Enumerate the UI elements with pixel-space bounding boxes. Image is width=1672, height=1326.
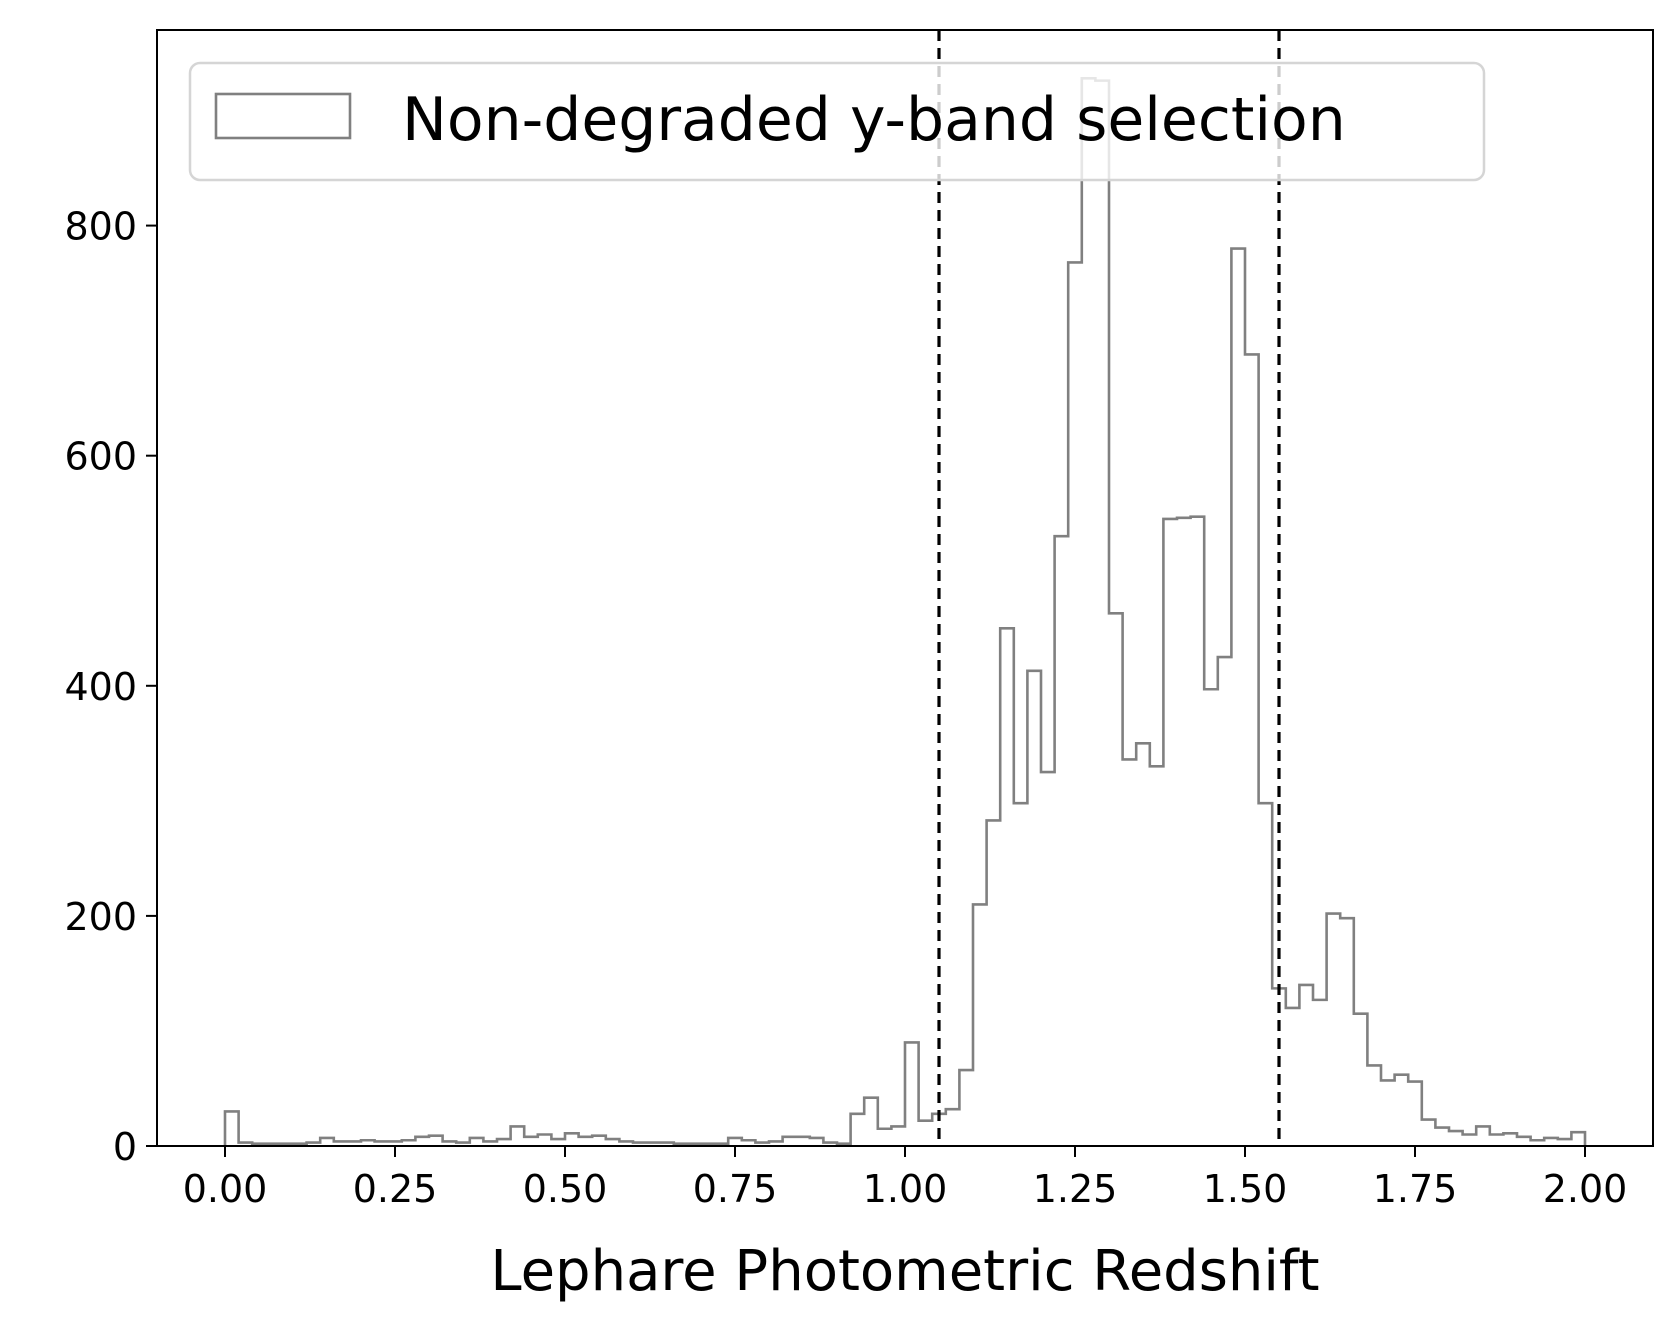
x-tick-label: 0.00: [183, 1167, 268, 1211]
legend-label: Non-degraded y-band selection: [402, 85, 1346, 155]
x-tick-label: 1.00: [863, 1167, 948, 1211]
x-axis-label: Lephare Photometric Redshift: [490, 1239, 1319, 1304]
legend-box: [188, 61, 1486, 182]
x-tick-label: 1.50: [1203, 1167, 1288, 1211]
legend-swatch: [214, 92, 352, 140]
x-tick-label: 0.75: [693, 1167, 778, 1211]
x-tick-label: 2.00: [1543, 1167, 1628, 1211]
plot-area: [223, 30, 1587, 1146]
y-tick-label: 200: [64, 895, 137, 939]
legend: Non-degraded y-band selection: [188, 61, 1486, 182]
y-tick-label: 0: [113, 1125, 137, 1169]
x-tick-label: 0.50: [523, 1167, 608, 1211]
axes: 0.00 0.25 0.50 0.75 1.00 1.25 1.50 1.75 2.00 0 200…: [64, 29, 1654, 1211]
y-tick-label: 400: [64, 665, 137, 709]
y-tick-label: 800: [64, 205, 137, 249]
histogram-series-outline: [223, 77, 1587, 1146]
y-tick-label: 600: [64, 435, 137, 479]
x-tick-label: 1.25: [1033, 1167, 1118, 1211]
x-tick-label: 0.25: [353, 1167, 438, 1211]
x-tick-label: 1.75: [1373, 1167, 1458, 1211]
